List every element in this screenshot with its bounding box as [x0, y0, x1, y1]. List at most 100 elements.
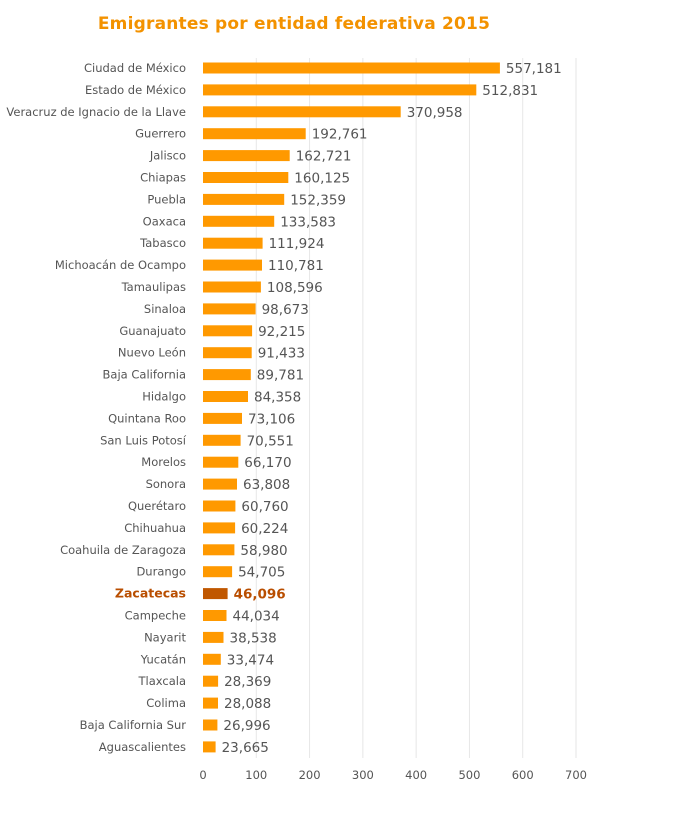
bar	[203, 566, 233, 578]
value-label: 98,673	[262, 302, 309, 318]
category-label: Ciudad de México	[84, 61, 186, 75]
value-label: 162,721	[296, 149, 352, 165]
category-label: Yucatán	[140, 652, 186, 666]
value-label: 152,359	[290, 192, 346, 208]
bar	[203, 500, 236, 512]
category-label: Oaxaca	[143, 214, 186, 228]
value-label: 89,781	[257, 368, 304, 384]
bar	[203, 478, 237, 490]
bar	[203, 719, 218, 731]
value-label: 26,996	[223, 718, 270, 734]
category-label: Chihuahua	[124, 521, 186, 535]
x-tick-label: 0	[199, 768, 206, 782]
bar	[203, 741, 216, 753]
category-label: Sinaloa	[144, 302, 186, 316]
bar	[203, 150, 290, 162]
category-label: Tlaxcala	[138, 674, 186, 688]
bar	[203, 434, 241, 446]
category-label: Morelos	[141, 455, 186, 469]
bar	[203, 237, 263, 249]
bar	[203, 215, 275, 227]
bar	[203, 84, 477, 96]
bar	[203, 675, 219, 687]
category-label: Michoacán de Ocampo	[55, 258, 186, 272]
value-label: 33,474	[227, 652, 274, 668]
value-label: 28,088	[224, 696, 271, 712]
value-label: 133,583	[280, 214, 336, 230]
value-label: 28,369	[224, 674, 271, 690]
bar	[203, 456, 239, 468]
x-tick-label: 600	[512, 768, 534, 782]
value-label: 54,705	[238, 565, 285, 581]
value-label: 110,781	[268, 258, 324, 274]
value-label: 38,538	[230, 630, 277, 646]
x-tick-label: 100	[245, 768, 267, 782]
value-label: 70,551	[247, 433, 294, 449]
x-tick-label: 300	[352, 768, 374, 782]
value-label: 46,096	[234, 587, 286, 603]
bar	[203, 697, 218, 709]
category-label: Aguascalientes	[99, 740, 186, 754]
value-label: 66,170	[244, 455, 291, 471]
value-label: 91,433	[258, 346, 305, 362]
bar	[203, 610, 227, 621]
bar	[203, 259, 262, 271]
value-label: 370,958	[407, 105, 463, 121]
x-tick-label: 700	[565, 768, 587, 782]
value-label: 44,034	[233, 609, 280, 625]
bar	[203, 325, 253, 337]
category-label: Quintana Roo	[108, 411, 186, 425]
bar	[203, 347, 252, 359]
category-label: Zacatecas	[115, 586, 186, 601]
category-label: Hidalgo	[142, 390, 186, 404]
value-label: 73,106	[248, 411, 295, 427]
chart-title: Emigrantes por entidad federativa 2015	[97, 14, 491, 34]
value-label: 512,831	[482, 83, 538, 99]
x-tick-label: 400	[405, 768, 427, 782]
bar	[203, 281, 261, 293]
category-label: Tamaulipas	[121, 280, 186, 294]
value-label: 60,760	[241, 499, 288, 515]
category-label: Guanajuato	[119, 324, 186, 338]
bar	[203, 653, 221, 665]
bar	[203, 631, 224, 643]
bar	[203, 588, 228, 600]
category-label: Tabasco	[139, 236, 186, 250]
category-label: Veracruz de Ignacio de la Llave	[6, 105, 186, 119]
value-label: 92,215	[258, 324, 305, 340]
category-label: Nayarit	[144, 630, 186, 644]
value-label: 557,181	[506, 61, 562, 77]
bar	[203, 391, 248, 402]
category-label: Coahuila de Zaragoza	[60, 543, 186, 557]
x-tick-label: 200	[299, 768, 321, 782]
category-label: Guerrero	[135, 127, 186, 141]
bar	[203, 62, 500, 74]
value-label: 108,596	[267, 280, 323, 296]
bar	[203, 412, 242, 424]
category-label: Chiapas	[140, 171, 186, 185]
bar	[203, 303, 256, 315]
category-label: Sonora	[146, 477, 186, 491]
value-label: 111,924	[269, 236, 325, 252]
value-label: 192,761	[312, 127, 368, 143]
bar	[203, 522, 236, 534]
value-label: 23,665	[222, 740, 269, 756]
category-label: Nuevo León	[118, 346, 186, 360]
bar	[203, 172, 289, 183]
x-tick-label: 500	[458, 768, 480, 782]
category-label: Colima	[146, 696, 186, 710]
bar	[203, 106, 401, 118]
category-label: Baja California	[103, 368, 186, 382]
category-label: San Luis Potosí	[100, 433, 187, 447]
value-label: 160,125	[294, 171, 350, 187]
bar	[203, 369, 251, 381]
value-label: 60,224	[241, 521, 288, 537]
category-label: Puebla	[147, 192, 186, 206]
category-label: Estado de México	[85, 83, 186, 97]
value-label: 63,808	[243, 477, 290, 493]
bar	[203, 544, 235, 556]
category-label: Campeche	[125, 609, 186, 623]
value-label: 58,980	[240, 543, 287, 559]
value-label: 84,358	[254, 390, 301, 406]
